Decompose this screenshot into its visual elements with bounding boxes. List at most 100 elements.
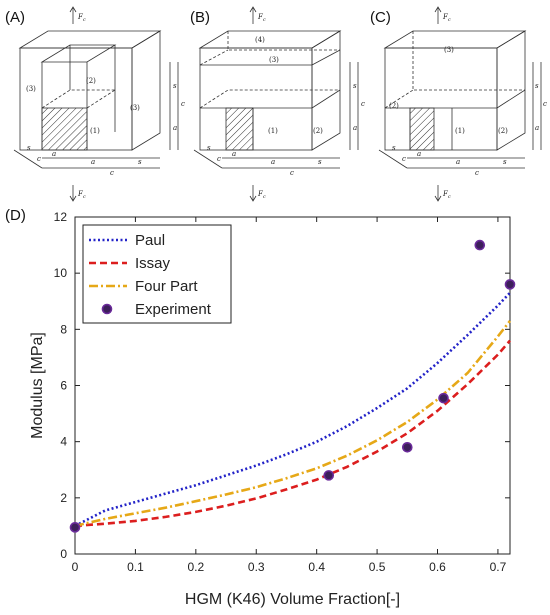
line-chart: 0 0.1 0.2 0.3 0.4 0.5 0.6 0.7 0 2 4 6 8 10 12 HGM (K46)…	[29, 210, 516, 608]
force-top-label-c: F	[442, 13, 449, 21]
region-label-c-2: (2)	[389, 102, 399, 110]
region-label-c-1: (3)	[444, 46, 454, 54]
dim-depth-a-3: a	[52, 150, 56, 158]
dim-depth-b-1: s	[207, 144, 211, 152]
dim-bottom-a-3: c	[110, 169, 114, 177]
region-label-a-3: (3)	[130, 104, 140, 112]
y-tick-label: 8	[60, 322, 67, 336]
arrow-head-icon	[434, 6, 442, 13]
y-tick-label: 6	[60, 379, 67, 393]
hatched-region-c	[409, 107, 435, 151]
dim-right-a-3: a	[173, 124, 177, 132]
region-label-b-2: (3)	[269, 56, 279, 64]
dim-depth-a-2: c	[37, 155, 41, 163]
dim-right-c-1: s	[535, 82, 539, 90]
hatched-region-b	[225, 107, 254, 151]
y-tick-label: 10	[54, 266, 68, 280]
box-front-b	[199, 47, 313, 151]
dim-bottom-b-1: a	[271, 158, 275, 166]
region-label-a-4: (1)	[90, 127, 100, 135]
y-axis-label: Modulus [MPa]	[29, 332, 46, 439]
force-bottom-label-c: F	[442, 190, 449, 198]
dim-depth-c-2: c	[402, 155, 406, 163]
legend-label: Experiment	[135, 301, 212, 318]
series-line-2	[74, 320, 512, 528]
arrow-head-icon	[69, 6, 77, 13]
x-tick-label: 0.4	[308, 560, 325, 574]
region-label-b-3: (1)	[268, 127, 278, 135]
x-tick-label: 0.7	[490, 560, 507, 574]
panel-label-c: (C)	[370, 9, 391, 26]
y-tick-label: 2	[60, 491, 67, 505]
region-label-b-1: (4)	[255, 36, 265, 44]
force-top-sub-a: c	[83, 17, 86, 23]
series-line-0	[74, 291, 511, 528]
dim-bottom-a-2: s	[138, 158, 142, 166]
dim-depth-c-3: a	[417, 150, 421, 158]
chart-panel-d: (D) 0 0.1 0.2 0.3 0.4 0.5 0.6 0.7 0 2 4 6 8 10 12 HGM (…	[5, 207, 516, 608]
force-bottom-label-a: F	[77, 190, 84, 198]
force-top-sub-c: c	[448, 17, 451, 23]
svg-text:Fc: Fc	[257, 13, 266, 23]
dim-right-b-2: c	[361, 100, 365, 108]
x-tick-label: 0	[72, 560, 79, 574]
y-tick-label: 0	[60, 547, 67, 561]
x-tick-label: 0.3	[248, 560, 265, 574]
panel-label-d: (D)	[5, 207, 26, 224]
region-label-c-3: (1)	[455, 127, 465, 135]
data-point	[504, 279, 516, 290]
data-point	[401, 441, 413, 453]
y-tick-label: 4	[60, 435, 67, 449]
panel-label-a: (A)	[5, 9, 25, 26]
data-point	[69, 522, 81, 533]
arrow-head-icon	[69, 195, 77, 202]
force-bottom-sub-c: c	[448, 194, 451, 200]
schematic-panel-a: (A) Fc (3) (2) (3) (1) s c a a s c	[5, 6, 185, 202]
arrow-head-icon	[249, 6, 257, 13]
dim-depth-a-1: s	[27, 144, 31, 152]
dim-bottom-c-3: c	[475, 169, 479, 177]
dim-bottom-b-2: s	[318, 158, 322, 166]
data-point	[474, 239, 486, 251]
x-tick-label: 0.5	[369, 560, 386, 574]
legend-label: Four Part	[135, 278, 198, 295]
force-bottom-sub-b: c	[263, 194, 266, 200]
legend-marker	[101, 303, 113, 315]
schematic-panel-c: (C) Fc (3) (2) (1) (2) s c a a s c s c a…	[370, 6, 547, 202]
x-axis-label: HGM (K46) Volume Fraction[-]	[185, 591, 400, 608]
dim-right-a-1: s	[173, 82, 177, 90]
arrow-head-icon	[249, 195, 257, 202]
legend-label: Issay	[135, 255, 171, 272]
box-front-c	[384, 47, 498, 151]
x-tick-label: 0.6	[429, 560, 446, 574]
inner-top-a	[40, 44, 117, 63]
y-tick-label: 12	[54, 210, 68, 224]
svg-text:Fc: Fc	[442, 13, 451, 23]
svg-text:Fc: Fc	[77, 13, 86, 23]
box-top-b	[198, 30, 342, 49]
force-bottom-sub-a: c	[83, 194, 86, 200]
dim-bottom-c-1: a	[456, 158, 460, 166]
x-tick-label: 0.2	[187, 560, 204, 574]
dim-right-a-2: c	[181, 100, 185, 108]
force-top-sub-b: c	[263, 17, 266, 23]
dim-depth-c-1: s	[392, 144, 396, 152]
dim-bottom-b-3: c	[290, 169, 294, 177]
dim-right-b-3: a	[353, 124, 357, 132]
series-line-1	[74, 339, 511, 528]
force-top-label-b: F	[257, 13, 264, 21]
dim-depth-b-2: c	[217, 155, 221, 163]
x-tick-label: 0.1	[127, 560, 144, 574]
arrow-head-icon	[434, 195, 442, 202]
dim-right-c-3: a	[535, 124, 539, 132]
dim-right-b-1: s	[353, 82, 357, 90]
hatched-region-a	[41, 107, 88, 151]
force-top-label-a: F	[77, 13, 84, 21]
dim-bottom-a-1: a	[91, 158, 95, 166]
box-top-a	[18, 30, 162, 49]
legend-label: Paul	[135, 232, 165, 249]
force-bottom-label-b: F	[257, 190, 264, 198]
box-side-a	[131, 30, 161, 151]
svg-text:Fc: Fc	[257, 190, 266, 200]
